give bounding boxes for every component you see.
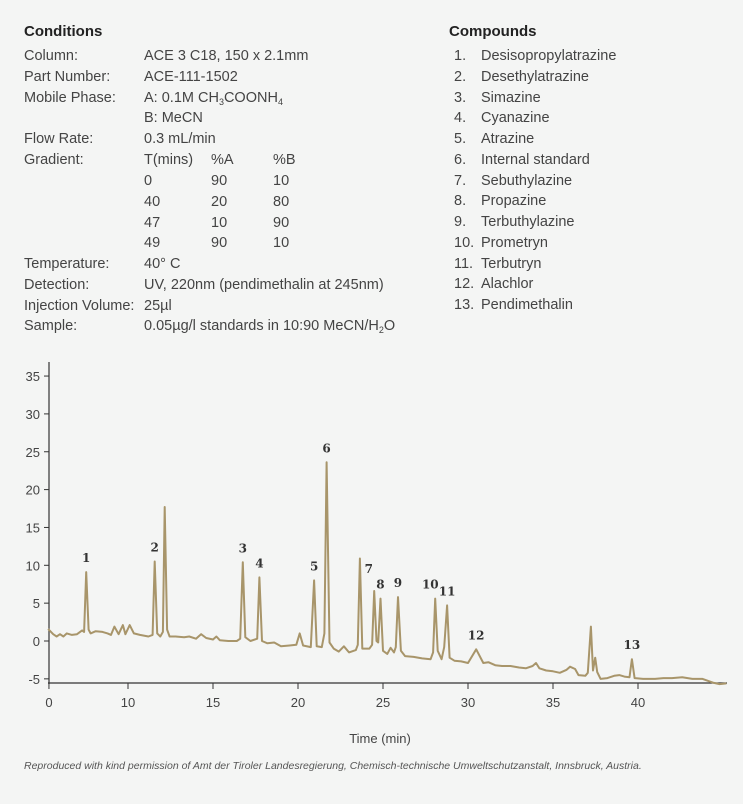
footnote: Reproduced with kind permission of Amt d…: [24, 760, 642, 772]
conditions-title: Conditions: [24, 23, 103, 40]
compound-number: 7.: [454, 172, 467, 189]
gradient-cell: 90: [273, 214, 290, 231]
peak-label: 8: [376, 578, 384, 592]
y-tick-label: 0: [33, 634, 40, 649]
compound-name: Desethylatrazine: [481, 68, 589, 85]
compound-name: Atrazine: [481, 131, 535, 147]
peak-label: 10: [422, 578, 439, 592]
peak-label: 5: [310, 559, 318, 573]
compound-number: 11.: [454, 255, 474, 272]
compound-number: 13.: [454, 297, 475, 313]
compounds-title: Compounds: [449, 23, 537, 40]
peak-label: 12: [468, 628, 485, 642]
compound-name: Sebuthylazine: [481, 172, 573, 189]
x-tick-label: 0: [45, 695, 52, 710]
compound-number: 2.: [454, 68, 467, 85]
y-tick-label: 10: [26, 558, 40, 573]
gradient-header: %A: [211, 152, 234, 168]
mobile-b-value: B: MeCN: [144, 110, 203, 126]
compound-name: Terbuthylazine: [481, 214, 575, 230]
x-axis-label: Time (min): [349, 731, 411, 746]
y-tick-label: 15: [26, 520, 40, 535]
y-tick-label: -5: [28, 672, 40, 687]
gradient-cell: 10: [273, 235, 290, 252]
detection-label: Detection:: [24, 277, 90, 293]
compound-number: 3.: [454, 89, 467, 106]
peak-label: 7: [365, 562, 373, 576]
x-tick-label: 30: [461, 695, 475, 710]
y-tick-label: 30: [26, 407, 40, 422]
y-tick-label: 20: [26, 483, 40, 498]
temp-label: Temperature:: [24, 256, 110, 272]
peak-label: 6: [322, 441, 330, 455]
mobile-label: Mobile Phase:: [24, 90, 116, 106]
column-label: Column:: [24, 48, 78, 64]
injection-value: 25µl: [144, 298, 172, 314]
gradient-cell: 0: [144, 173, 153, 189]
compound-number: 9.: [454, 214, 467, 230]
peak-label: 9: [394, 576, 402, 590]
compound-name: Propazine: [481, 193, 547, 210]
compound-number: 12.: [454, 276, 475, 293]
peak-label: 3: [239, 541, 247, 555]
gradient-cell: 80: [273, 193, 290, 210]
temp-value: 40° C: [144, 256, 181, 272]
flow-value: 0.3 mL/min: [144, 131, 216, 147]
compound-name: Cyanazine: [481, 110, 550, 127]
y-tick-label: 35: [26, 369, 40, 384]
peak-label: 4: [255, 556, 263, 570]
gradient-cell: 20: [211, 193, 228, 210]
gradient-cell: 10: [273, 173, 290, 189]
part-value: ACE-111-1502: [144, 69, 238, 85]
gradient-label: Gradient:: [24, 152, 84, 168]
compound-number: 10.: [454, 234, 475, 251]
flow-label: Flow Rate:: [24, 131, 94, 147]
compound-number: 6.: [454, 151, 467, 168]
gradient-cell: 47: [144, 214, 161, 231]
gradient-cell: 90: [211, 173, 228, 189]
x-tick-label: 10: [121, 695, 135, 710]
x-tick-label: 15: [206, 695, 220, 710]
compound-number: 8.: [454, 193, 467, 210]
gradient-header: %B: [273, 152, 296, 168]
x-tick-label: 20: [291, 695, 305, 710]
sample-label: Sample:: [24, 318, 78, 334]
compound-name: Desisopropylatrazine: [481, 48, 617, 64]
compound-name: Simazine: [481, 89, 541, 106]
compound-name: Internal standard: [481, 151, 590, 168]
compound-name: Pendimethalin: [481, 297, 573, 313]
part-label: Part Number:: [24, 69, 111, 85]
detection-value: UV, 220nm (pendimethalin at 245nm): [144, 277, 384, 293]
chromatogram-trace: [47, 461, 727, 686]
peak-label: 1: [82, 551, 90, 565]
mobile-a-value: A: 0.1M CH3COONH4: [144, 90, 283, 107]
y-tick-label: 5: [33, 596, 40, 611]
compound-number: 5.: [454, 131, 467, 147]
compound-number: 1.: [454, 48, 467, 64]
compound-name: Alachlor: [481, 276, 534, 293]
x-tick-label: 25: [376, 695, 390, 710]
compound-number: 4.: [454, 110, 467, 127]
y-tick-label: 25: [26, 445, 40, 460]
column-value: ACE 3 C18, 150 x 2.1mm: [144, 48, 309, 64]
compound-name: Terbutryn: [481, 255, 542, 272]
injection-label: Injection Volume:: [24, 298, 135, 314]
gradient-cell: 90: [211, 235, 228, 252]
gradient-cell: 10: [211, 214, 228, 231]
compound-name: Prometryn: [481, 234, 548, 251]
gradient-header: T(mins): [144, 152, 194, 168]
gradient-cell: 49: [144, 235, 161, 252]
peak-label: 2: [151, 541, 159, 555]
x-tick-label: 35: [546, 695, 560, 710]
gradient-cell: 40: [144, 193, 161, 210]
peak-label: 13: [624, 638, 641, 652]
sample-value: 0.05µg/l standards in 10:90 MeCN/H2O: [144, 318, 396, 335]
x-tick-label: 40: [631, 695, 645, 710]
peak-label: 11: [439, 584, 456, 598]
